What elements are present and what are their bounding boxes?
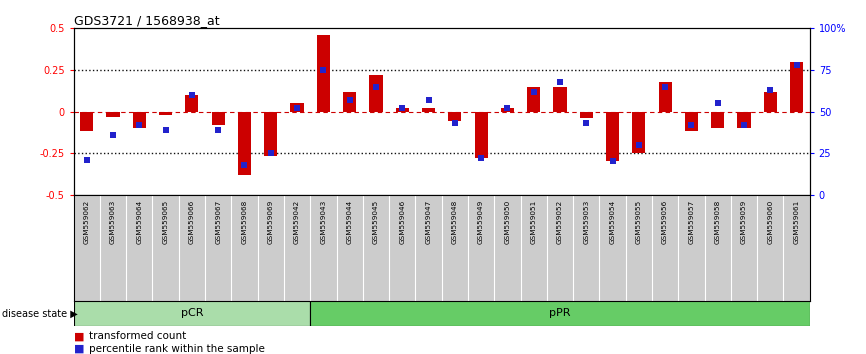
Text: GSM559061: GSM559061: [793, 200, 799, 244]
Text: GSM559048: GSM559048: [452, 200, 458, 244]
Bar: [396, 108, 409, 112]
Text: GSM559064: GSM559064: [136, 200, 142, 244]
Text: GSM559058: GSM559058: [714, 200, 721, 244]
Text: GSM559044: GSM559044: [346, 200, 352, 244]
Text: GSM559057: GSM559057: [688, 200, 695, 244]
Text: GSM559068: GSM559068: [242, 200, 248, 244]
Text: GSM559051: GSM559051: [531, 200, 537, 244]
Text: GSM559062: GSM559062: [84, 200, 90, 244]
Bar: [527, 87, 540, 112]
Bar: [764, 92, 777, 112]
Bar: [422, 108, 435, 112]
Text: GSM559056: GSM559056: [662, 200, 668, 244]
Bar: [370, 75, 383, 112]
Bar: [738, 112, 751, 128]
Text: GSM559052: GSM559052: [557, 200, 563, 244]
Bar: [317, 35, 330, 112]
Text: GSM559055: GSM559055: [636, 200, 642, 244]
Text: GSM559045: GSM559045: [373, 200, 379, 244]
Text: pPR: pPR: [549, 308, 571, 318]
Bar: [553, 87, 566, 112]
Bar: [238, 112, 251, 175]
Bar: [790, 62, 803, 112]
Text: GSM559066: GSM559066: [189, 200, 195, 244]
Bar: [579, 112, 593, 118]
Bar: [159, 112, 172, 115]
Bar: [658, 81, 672, 112]
Text: disease state ▶: disease state ▶: [2, 308, 77, 318]
Text: pCR: pCR: [181, 308, 204, 318]
Text: GSM559043: GSM559043: [320, 200, 326, 244]
Text: transformed count: transformed count: [89, 331, 186, 341]
Bar: [107, 112, 120, 116]
Text: percentile rank within the sample: percentile rank within the sample: [89, 344, 265, 354]
Text: GSM559054: GSM559054: [610, 200, 616, 244]
Bar: [211, 112, 225, 125]
Bar: [132, 112, 145, 128]
Text: GSM559049: GSM559049: [478, 200, 484, 244]
Text: GSM559046: GSM559046: [399, 200, 405, 244]
Bar: [475, 112, 488, 158]
Bar: [185, 95, 198, 112]
Text: ■: ■: [74, 331, 84, 341]
Bar: [264, 112, 277, 156]
Bar: [449, 112, 462, 121]
Bar: [501, 108, 514, 112]
Bar: [632, 112, 645, 153]
Text: ■: ■: [74, 344, 84, 354]
Bar: [290, 103, 304, 112]
Text: GDS3721 / 1568938_at: GDS3721 / 1568938_at: [74, 14, 219, 27]
Bar: [81, 112, 94, 131]
Text: GSM559059: GSM559059: [741, 200, 747, 244]
Text: GSM559050: GSM559050: [504, 200, 510, 244]
Text: GSM559063: GSM559063: [110, 200, 116, 244]
Text: GSM559069: GSM559069: [268, 200, 274, 244]
Bar: [711, 112, 724, 128]
Text: GSM559053: GSM559053: [584, 200, 589, 244]
Text: GSM559067: GSM559067: [216, 200, 221, 244]
Text: GSM559047: GSM559047: [425, 200, 431, 244]
Text: GSM559065: GSM559065: [163, 200, 169, 244]
Bar: [685, 112, 698, 131]
Text: GSM559060: GSM559060: [767, 200, 773, 244]
Bar: [74, 301, 310, 326]
Bar: [606, 112, 619, 161]
Bar: [343, 92, 356, 112]
Text: GSM559042: GSM559042: [294, 200, 300, 244]
Bar: [310, 301, 810, 326]
